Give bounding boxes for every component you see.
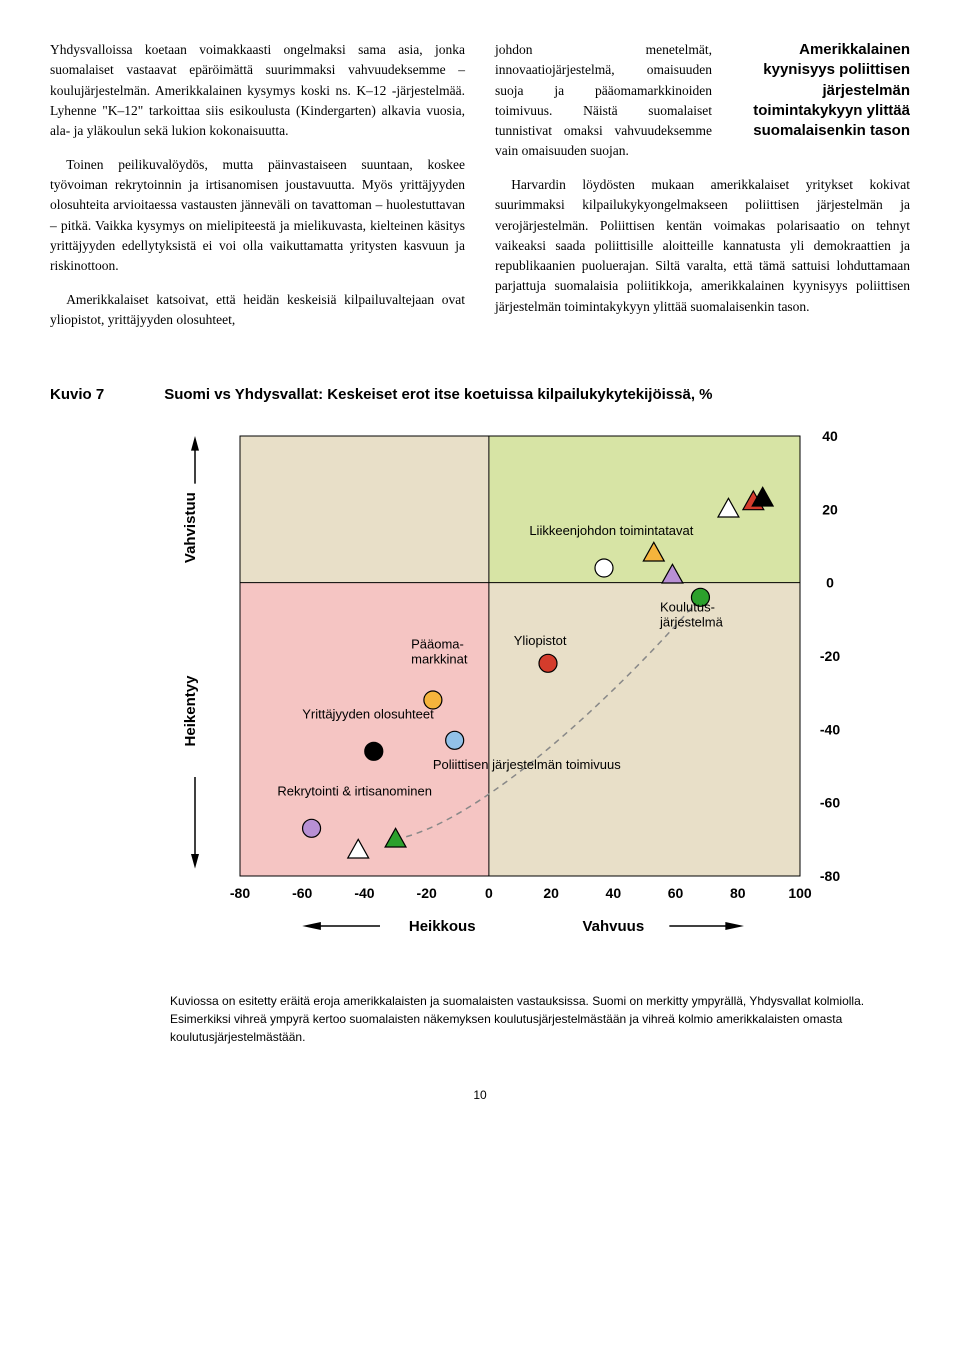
figure-title: Suomi vs Yhdysvallat: Keskeiset erot its…: [164, 384, 712, 407]
paragraph: Harvardin löydösten mukaan amerikkalaise…: [495, 175, 910, 317]
svg-text:-20: -20: [820, 648, 840, 664]
svg-text:-40: -40: [820, 722, 840, 738]
svg-text:100: 100: [788, 885, 812, 901]
chart-container: -80 -60 -40 -20 0 20 40 60 80 100 -80 -60 -40 -20 0 20 4…: [170, 426, 910, 976]
svg-text:20: 20: [543, 885, 559, 901]
paragraph: Amerikkalaiset katsoivat, että heidän ke…: [50, 290, 465, 331]
svg-text:Yliopistot: Yliopistot: [514, 633, 567, 648]
svg-text:-80: -80: [230, 885, 250, 901]
svg-text:Heikkous: Heikkous: [409, 918, 476, 935]
svg-text:-60: -60: [820, 795, 840, 811]
svg-text:80: 80: [730, 885, 746, 901]
svg-text:-80: -80: [820, 868, 840, 884]
svg-text:40: 40: [822, 428, 838, 444]
svg-text:0: 0: [485, 885, 493, 901]
svg-text:-60: -60: [292, 885, 312, 901]
svg-text:Poliittisen järjestelmän toimi: Poliittisen järjestelmän toimivuus: [433, 757, 621, 772]
paragraph: Toinen peilikuvalöydös, mutta päinvastai…: [50, 155, 465, 277]
svg-text:Liikkeenjohdon toimintatavat: Liikkeenjohdon toimintatavat: [529, 523, 693, 538]
paragraph: Yhdysvalloissa koetaan voimakkaasti onge…: [50, 40, 465, 141]
svg-text:Heikentyy: Heikentyy: [182, 675, 199, 747]
figure-header: Kuvio 7 Suomi vs Yhdysvallat: Keskeiset …: [50, 384, 910, 407]
svg-text:Pääoma-: Pääoma-: [411, 637, 464, 652]
svg-text:20: 20: [822, 502, 838, 518]
svg-text:-40: -40: [354, 885, 374, 901]
svg-text:40: 40: [606, 885, 622, 901]
svg-text:Vahvuus: Vahvuus: [582, 918, 644, 935]
page-number: 10: [50, 1086, 910, 1104]
figure-caption: Kuviossa on esitetty eräitä eroja amerik…: [170, 992, 880, 1046]
svg-text:Vahvistuu: Vahvistuu: [182, 492, 199, 563]
svg-text:järjestelmä: järjestelmä: [659, 615, 724, 630]
svg-text:Koulutus-: Koulutus-: [660, 600, 715, 615]
scatter-chart: -80 -60 -40 -20 0 20 40 60 80 100 -80 -60 -40 -20 0 20 4…: [170, 426, 870, 976]
svg-text:0: 0: [826, 575, 834, 591]
figure-label: Kuvio 7: [50, 384, 104, 407]
svg-text:-20: -20: [417, 885, 437, 901]
svg-text:Rekrytointi & irtisanominen: Rekrytointi & irtisanominen: [277, 784, 432, 799]
column-right: Amerikkalainen kyynisyys poliittisen jär…: [495, 40, 910, 344]
svg-text:Yrittäjyyden olosuhteet: Yrittäjyyden olosuhteet: [302, 707, 434, 722]
svg-text:60: 60: [668, 885, 684, 901]
body-text-columns: Yhdysvalloissa koetaan voimakkaasti onge…: [50, 40, 910, 344]
pull-quote: Amerikkalainen kyynisyys poliittisen jär…: [730, 40, 910, 141]
column-left: Yhdysvalloissa koetaan voimakkaasti onge…: [50, 40, 465, 344]
svg-text:markkinat: markkinat: [411, 652, 468, 667]
